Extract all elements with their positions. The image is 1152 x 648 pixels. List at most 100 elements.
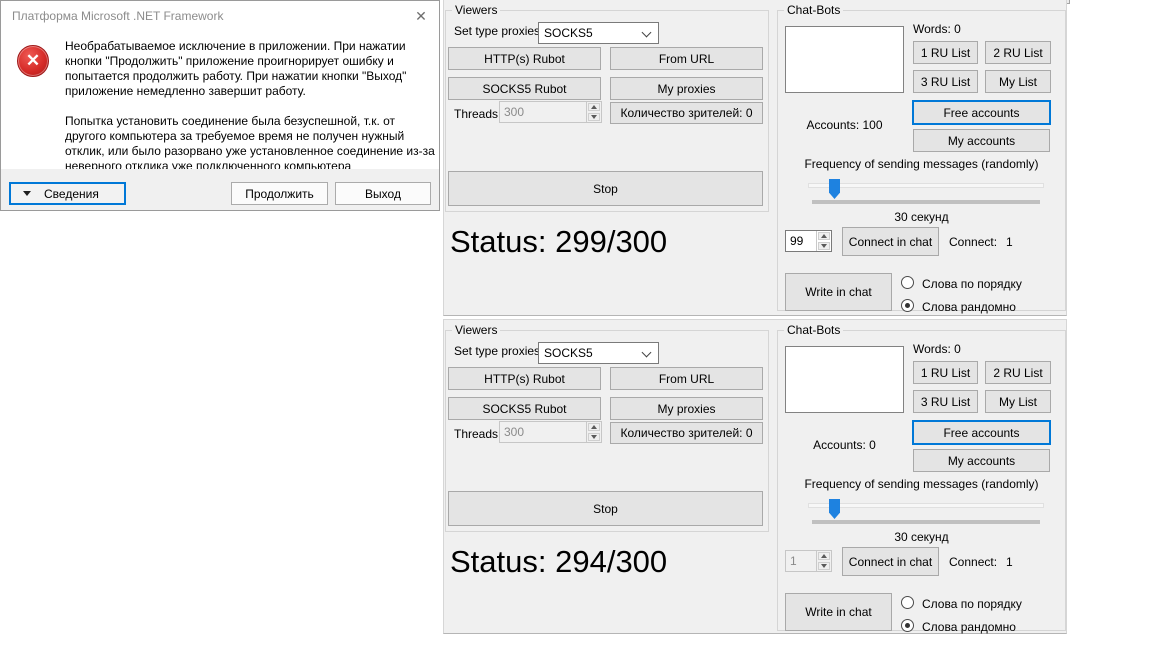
spinner-down-icon[interactable] — [818, 242, 830, 250]
delay-spinner[interactable] — [816, 551, 831, 571]
frequency-label: Frequency of sending messages (randomly) — [804, 477, 1039, 491]
radio-words-random[interactable] — [901, 299, 914, 312]
my-proxies-button[interactable]: My proxies — [610, 397, 763, 420]
frequency-slider-tickbar — [812, 520, 1040, 524]
delay-input[interactable] — [786, 231, 816, 251]
socks5-rubot-button[interactable]: SOCKS5 Rubot — [448, 77, 601, 100]
radio-words-ordered-label: Слова по порядку — [922, 597, 1022, 611]
radio-words-ordered[interactable] — [901, 596, 914, 609]
details-button-label: Сведения — [44, 186, 99, 201]
spinner-up-icon[interactable] — [818, 552, 830, 560]
viewers-group: Viewers Set type proxies: SOCKS5 HTTP(s)… — [445, 3, 769, 212]
my-list-button[interactable]: My List — [985, 390, 1051, 413]
from-url-button[interactable]: From URL — [610, 47, 763, 70]
proxy-type-select[interactable]: SOCKS5 — [538, 342, 659, 364]
frequency-slider-track[interactable] — [808, 503, 1044, 508]
delay-spinner[interactable] — [816, 231, 831, 251]
write-in-chat-button[interactable]: Write in chat — [785, 273, 892, 311]
continue-button[interactable]: Продолжить — [231, 182, 328, 205]
my-proxies-button[interactable]: My proxies — [610, 77, 763, 100]
spinner-up-icon[interactable] — [588, 103, 600, 111]
viewers-group: Viewers Set type proxies: SOCKS5 HTTP(s)… — [445, 323, 769, 532]
dialog-title: Платформа Microsoft .NET Framework — [12, 9, 224, 23]
threads-stepper[interactable] — [499, 421, 602, 443]
error-dialog: Платформа Microsoft .NET Framework ✕ ✕ Н… — [0, 0, 440, 211]
status-label: Status: 299/300 — [450, 224, 668, 259]
https-rubot-button[interactable]: HTTP(s) Rubot — [448, 367, 601, 390]
my-list-button[interactable]: My List — [985, 70, 1051, 93]
error-icon: ✕ — [17, 45, 49, 77]
chat-bots-group: Chat-Bots Words: 0 1 RU List 2 RU List 3… — [777, 3, 1066, 314]
from-url-button[interactable]: From URL — [610, 367, 763, 390]
chat-bots-group-title: Chat-Bots — [784, 323, 844, 337]
proxy-type-select[interactable]: SOCKS5 — [538, 22, 659, 44]
chevron-down-icon — [23, 191, 31, 196]
ru-list-2-button[interactable]: 2 RU List — [985, 41, 1051, 64]
dialog-body: ✕ Необрабатываемое исключение в приложен… — [1, 31, 439, 188]
connect-in-chat-button[interactable]: Connect in chat — [842, 227, 939, 256]
delay-stepper[interactable] — [785, 550, 832, 572]
threads-label: Threads: — [454, 107, 502, 121]
chat-bots-group-title: Chat-Bots — [784, 3, 844, 17]
spinner-up-icon[interactable] — [818, 232, 830, 240]
interval-label: 30 секунд — [894, 210, 949, 224]
accounts-count-label: Accounts: 0 — [813, 438, 876, 452]
threads-spinner[interactable] — [586, 102, 601, 122]
ru-list-2-button[interactable]: 2 RU List — [985, 361, 1051, 384]
spinner-up-icon[interactable] — [588, 423, 600, 431]
stop-button[interactable]: Stop — [448, 491, 763, 526]
connect-in-chat-button[interactable]: Connect in chat — [842, 547, 939, 576]
my-accounts-button[interactable]: My accounts — [913, 449, 1050, 472]
threads-spinner[interactable] — [586, 422, 601, 442]
error-paragraph-1: Необрабатываемое исключение в приложении… — [65, 39, 407, 98]
frequency-slider-thumb[interactable] — [829, 499, 840, 519]
spinner-down-icon[interactable] — [818, 562, 830, 570]
frequency-slider-track[interactable] — [808, 183, 1044, 188]
https-rubot-button[interactable]: HTTP(s) Rubot — [448, 47, 601, 70]
set-type-proxies-label: Set type proxies: — [454, 344, 544, 358]
spinner-down-icon[interactable] — [588, 113, 600, 121]
ru-list-3-button[interactable]: 3 RU List — [913, 70, 978, 93]
threads-input[interactable] — [500, 422, 586, 442]
connect-count: 1 — [1006, 555, 1013, 569]
frequency-slider-thumb[interactable] — [829, 179, 840, 199]
words-listbox[interactable] — [785, 26, 904, 93]
words-listbox[interactable] — [785, 346, 904, 413]
free-accounts-button[interactable]: Free accounts — [912, 100, 1051, 125]
proxy-type-value: SOCKS5 — [544, 346, 593, 360]
frequency-slider-tickbar — [812, 200, 1040, 204]
proxy-type-value: SOCKS5 — [544, 26, 593, 40]
ru-list-1-button[interactable]: 1 RU List — [913, 41, 978, 64]
socks5-rubot-button[interactable]: SOCKS5 Rubot — [448, 397, 601, 420]
delay-stepper[interactable] — [785, 230, 832, 252]
close-icon[interactable]: ✕ — [415, 8, 427, 24]
viewers-count-button[interactable]: Количество зрителей: 0 — [610, 422, 763, 444]
radio-words-random[interactable] — [901, 619, 914, 632]
write-in-chat-button[interactable]: Write in chat — [785, 593, 892, 631]
words-count-label: Words: 0 — [913, 342, 961, 356]
chat-bots-group: Chat-Bots Words: 0 1 RU List 2 RU List 3… — [777, 323, 1066, 634]
radio-words-random-label: Слова рандомно — [922, 620, 1016, 634]
delay-input[interactable] — [786, 551, 816, 571]
status-label: Status: 294/300 — [450, 544, 668, 579]
ru-list-3-button[interactable]: 3 RU List — [913, 390, 978, 413]
viewers-count-button[interactable]: Количество зрителей: 0 — [610, 102, 763, 124]
threads-input[interactable] — [500, 102, 586, 122]
words-count-label: Words: 0 — [913, 22, 961, 36]
radio-words-random-label: Слова рандомно — [922, 300, 1016, 314]
exit-button[interactable]: Выход — [335, 182, 431, 205]
spinner-down-icon[interactable] — [588, 433, 600, 441]
my-accounts-button[interactable]: My accounts — [913, 129, 1050, 152]
radio-words-ordered[interactable] — [901, 276, 914, 289]
frequency-label: Frequency of sending messages (randomly) — [804, 157, 1039, 171]
dialog-titlebar[interactable]: Платформа Microsoft .NET Framework ✕ — [1, 1, 439, 31]
chevron-down-icon — [641, 27, 652, 38]
stop-button[interactable]: Stop — [448, 171, 763, 206]
details-button[interactable]: Сведения — [9, 182, 126, 205]
accounts-count-label: Accounts: 100 — [806, 118, 883, 132]
viewers-group-title: Viewers — [452, 3, 501, 17]
free-accounts-button[interactable]: Free accounts — [912, 420, 1051, 445]
interval-label: 30 секунд — [894, 530, 949, 544]
ru-list-1-button[interactable]: 1 RU List — [913, 361, 978, 384]
threads-stepper[interactable] — [499, 101, 602, 123]
